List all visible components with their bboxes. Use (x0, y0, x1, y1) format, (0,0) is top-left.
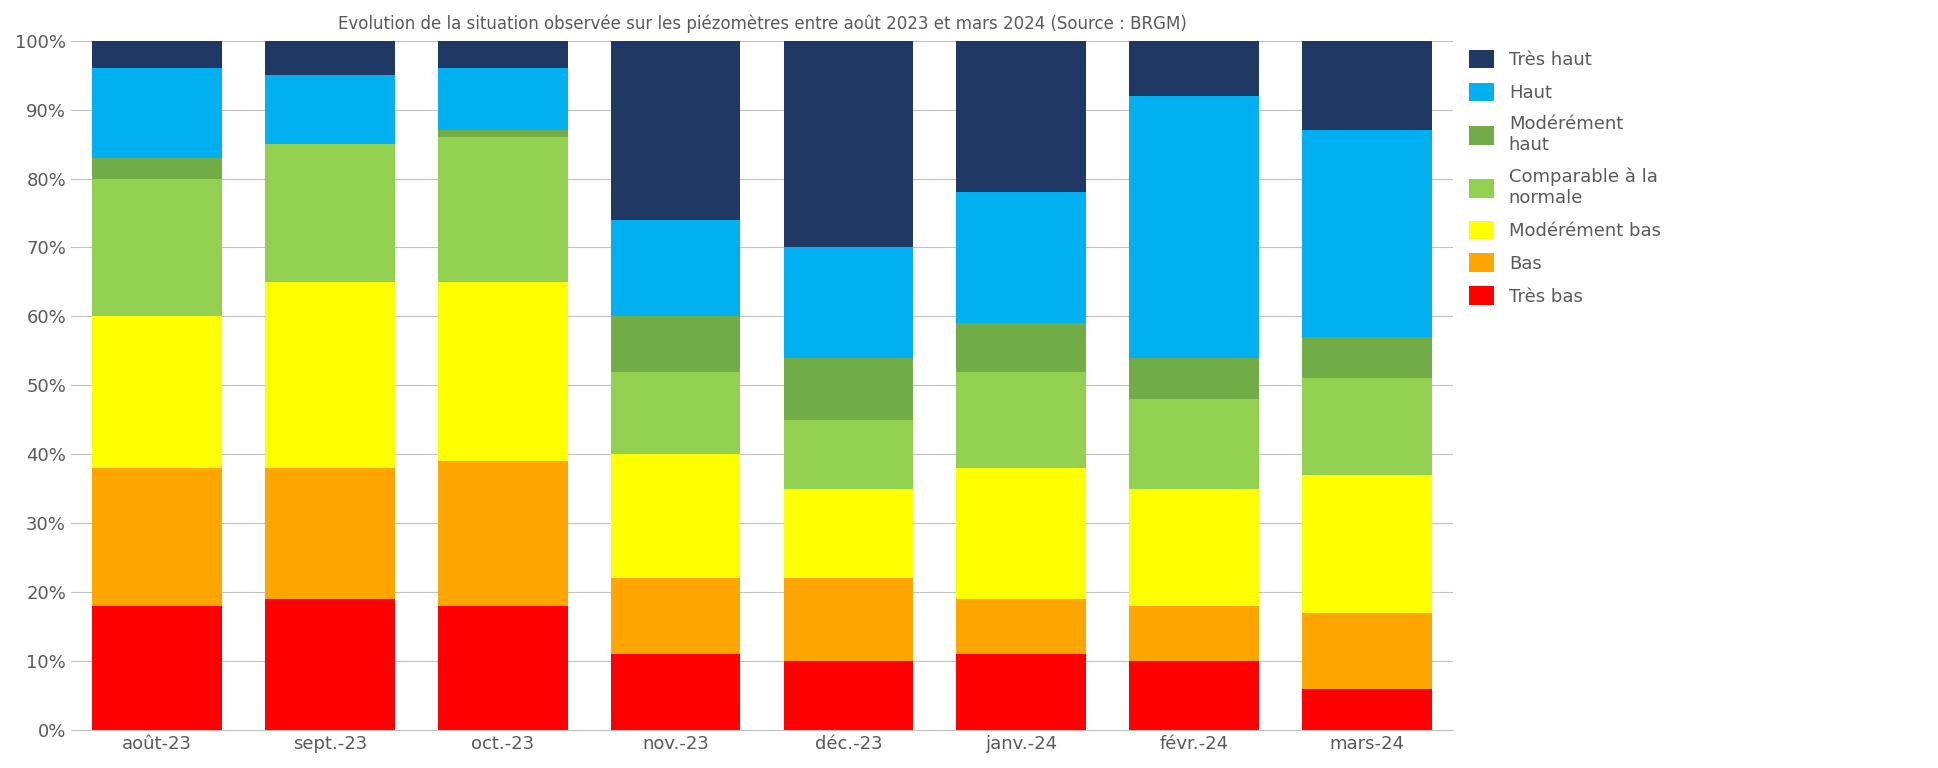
Bar (438, 606, 568, 730)
Bar (266, 282, 395, 468)
Bar (93, 158, 223, 178)
Bar (1302, 689, 1432, 730)
Bar (93, 606, 223, 730)
Bar (610, 654, 740, 730)
Bar (955, 468, 1085, 599)
Bar (1302, 379, 1432, 475)
Bar (1302, 613, 1432, 689)
Bar (438, 462, 568, 606)
Bar (610, 41, 740, 220)
Bar (1302, 131, 1432, 337)
Bar (783, 488, 913, 578)
Bar (610, 578, 740, 654)
Bar (610, 455, 740, 578)
Bar (93, 68, 223, 158)
Bar (266, 468, 395, 599)
Bar (93, 178, 223, 316)
Bar (1130, 661, 1260, 730)
Bar (93, 41, 223, 68)
Bar (783, 420, 913, 488)
Bar (1130, 41, 1260, 96)
Bar (1302, 475, 1432, 613)
Bar (1130, 358, 1260, 399)
Bar (783, 661, 913, 730)
Bar (783, 41, 913, 247)
Bar (610, 316, 740, 372)
Bar (266, 75, 395, 144)
Bar (438, 131, 568, 137)
Bar (266, 144, 395, 282)
Bar (93, 316, 223, 468)
Bar (783, 578, 913, 661)
Title: Evolution de la situation observée sur les piézomètres entre août 2023 et mars 2: Evolution de la situation observée sur l… (337, 15, 1186, 34)
Bar (955, 654, 1085, 730)
Bar (1302, 337, 1432, 379)
Bar (955, 192, 1085, 323)
Bar (610, 220, 740, 316)
Bar (93, 468, 223, 606)
Legend: Très haut, Haut, Modérément
haut, Comparable à la
normale, Modérément bas, Bas, : Très haut, Haut, Modérément haut, Compar… (1469, 50, 1661, 306)
Bar (955, 323, 1085, 372)
Bar (438, 137, 568, 282)
Bar (438, 68, 568, 131)
Bar (1130, 96, 1260, 358)
Bar (266, 599, 395, 730)
Bar (1130, 488, 1260, 606)
Bar (438, 41, 568, 68)
Bar (955, 599, 1085, 654)
Bar (266, 41, 395, 75)
Bar (955, 372, 1085, 468)
Bar (1130, 606, 1260, 661)
Bar (1302, 41, 1432, 131)
Bar (783, 247, 913, 358)
Bar (438, 282, 568, 462)
Bar (955, 41, 1085, 192)
Bar (783, 358, 913, 420)
Bar (1130, 399, 1260, 488)
Bar (610, 372, 740, 455)
